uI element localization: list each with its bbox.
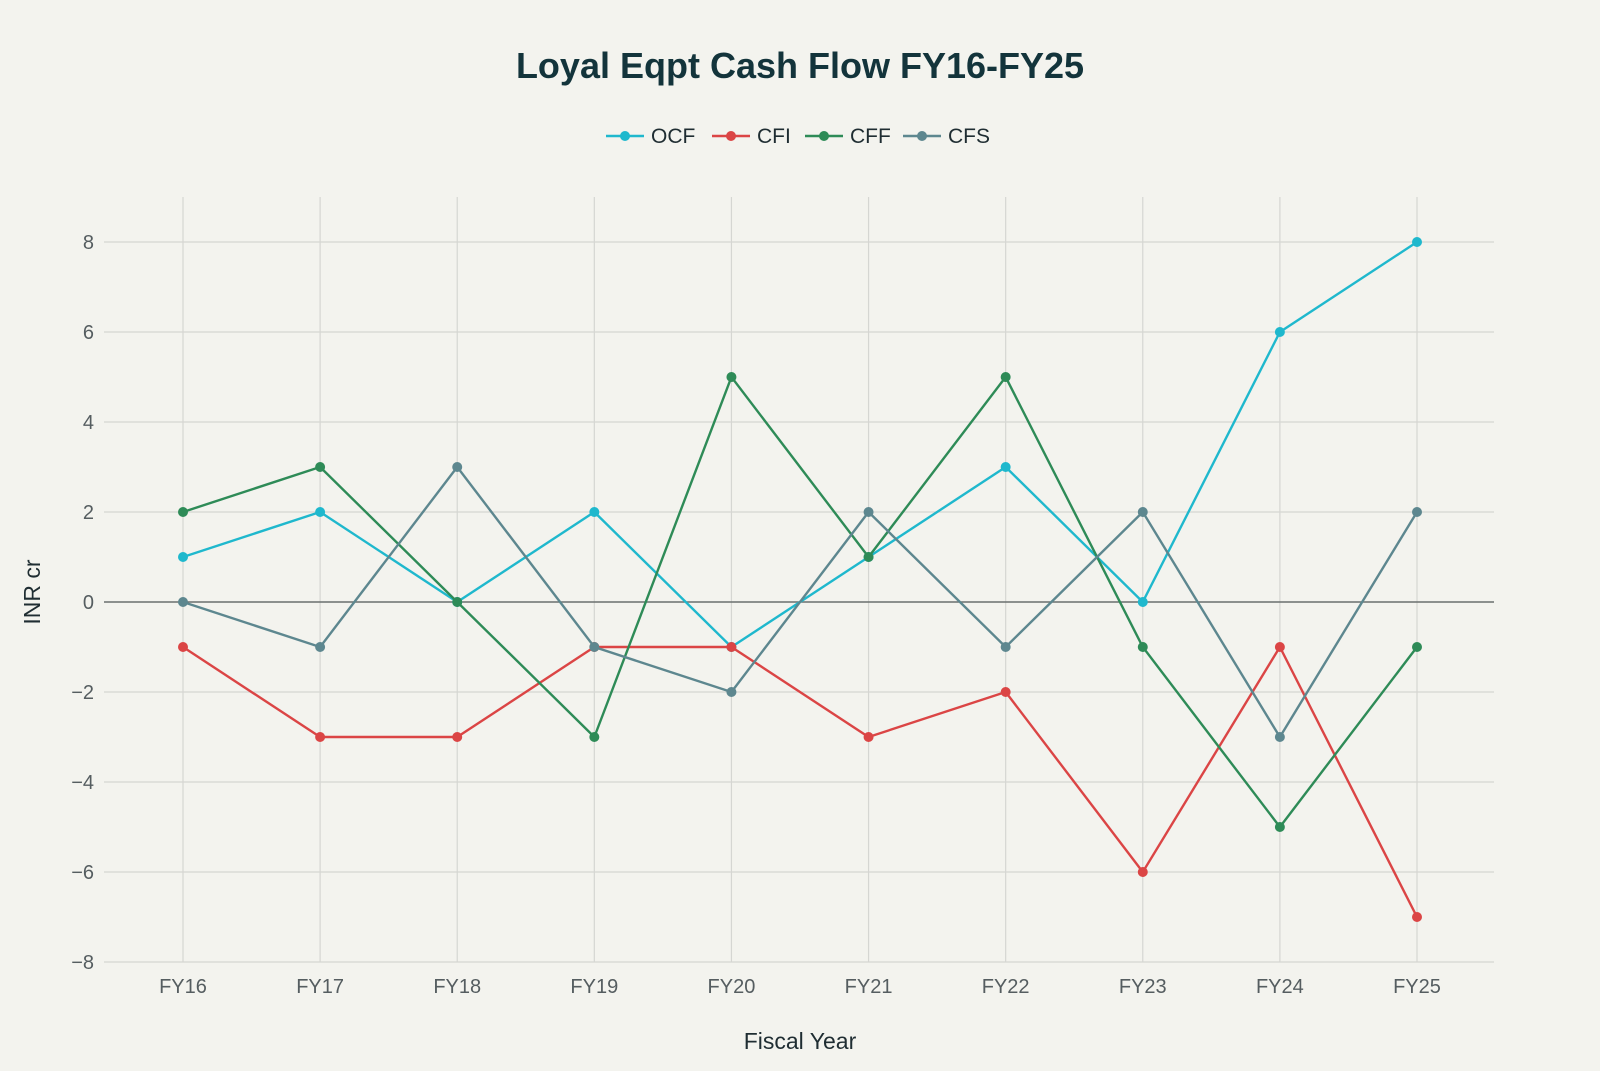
data-point-cfi-fy25	[1412, 912, 1422, 922]
data-point-cff-fy24	[1274, 822, 1285, 832]
y-tick-label-5: −2	[71, 682, 94, 704]
data-point-cff-fy21	[863, 552, 874, 562]
x-tick-label-fy24: FY24	[1256, 976, 1304, 998]
x-tick-label-fy25: FY25	[1393, 976, 1441, 998]
data-point-cfi-fy16	[178, 642, 188, 652]
x-tick-label-fy22: FY22	[982, 976, 1030, 998]
legend-label-ocf: OCF	[651, 125, 695, 148]
y-tick-label-8: −8	[71, 952, 94, 974]
legend-swatch-marker-cfs	[917, 131, 927, 141]
data-point-cfs-fy25	[1412, 507, 1422, 517]
data-point-cfs-fy19	[589, 642, 600, 652]
data-point-ocf-fy22	[1000, 462, 1011, 472]
x-tick-label-fy20: FY20	[708, 976, 756, 998]
x-tick-label-fy16: FY16	[159, 976, 207, 998]
legend-label-cff: CFF	[850, 125, 891, 148]
x-tick-label-fy23: FY23	[1119, 976, 1167, 998]
data-point-ocf-fy17	[315, 507, 326, 517]
legend-item-cff: CFF	[805, 125, 891, 148]
data-point-cff-fy19	[589, 732, 600, 742]
data-point-ocf-fy25	[1412, 237, 1422, 247]
data-point-ocf-fy19	[589, 507, 600, 517]
data-point-cff-fy25	[1412, 642, 1422, 652]
x-tick-label-fy19: FY19	[570, 976, 618, 998]
data-point-cfs-fy16	[178, 597, 188, 607]
series-line-cfi	[182, 645, 1419, 918]
data-point-cff-fy20	[726, 372, 737, 382]
x-tick-label-fy21: FY21	[845, 976, 893, 998]
data-point-cfi-fy24	[1274, 642, 1285, 652]
series-cfs	[178, 462, 1422, 742]
legend-swatch-marker-cfi	[726, 131, 736, 141]
y-tick-label-4: 0	[83, 592, 94, 614]
y-tick-label-0: 8	[83, 232, 94, 254]
data-point-cfs-fy22	[1000, 642, 1011, 652]
data-point-ocf-fy24	[1274, 327, 1285, 337]
data-point-cfi-fy21	[863, 732, 874, 742]
data-point-cfi-fy22	[1000, 687, 1011, 697]
y-tick-label-7: −6	[71, 862, 94, 884]
legend-item-ocf: OCF	[606, 125, 695, 148]
x-tick-label-fy18: FY18	[433, 976, 481, 998]
y-tick-label-3: 2	[83, 502, 94, 524]
legend-label-cfs: CFS	[948, 125, 990, 148]
y-tick-label-1: 6	[83, 322, 94, 344]
y-axis-label: INR cr	[19, 559, 45, 625]
data-point-cfs-fy24	[1274, 732, 1285, 742]
series-line-cff	[182, 375, 1418, 829]
x-axis-label: Fiscal Year	[744, 1028, 857, 1054]
y-axis-ticks: 8 6 4 2 0 −2 −4 −6 −8	[71, 232, 94, 974]
data-point-cfs-fy20	[726, 687, 737, 697]
y-tick-label-2: 4	[83, 412, 94, 434]
data-point-cfs-fy23	[1137, 507, 1148, 517]
data-point-cff-fy23	[1137, 642, 1148, 652]
series-lines	[178, 237, 1422, 922]
legend-label-cfi: CFI	[757, 125, 791, 148]
data-point-cfi-fy18	[452, 732, 463, 742]
y-tick-label-6: −4	[71, 772, 94, 794]
data-point-cfs-fy21	[863, 507, 874, 517]
data-point-cfi-fy23	[1137, 867, 1148, 877]
series-line-cfs	[182, 465, 1419, 739]
series-line-ocf	[182, 240, 1418, 649]
data-point-cff-fy16	[178, 507, 188, 517]
legend: OCF CFI CFF CFS	[606, 125, 990, 148]
data-point-cff-fy22	[1000, 372, 1011, 382]
data-point-ocf-fy16	[178, 552, 188, 562]
data-point-cfi-fy20	[726, 642, 737, 652]
data-point-cfs-fy17	[315, 642, 326, 652]
legend-item-cfi: CFI	[712, 125, 791, 148]
data-point-cfs-fy18	[452, 462, 463, 472]
legend-swatch-marker-ocf	[620, 131, 630, 141]
chart-title: Loyal Eqpt Cash Flow FY16-FY25	[516, 45, 1084, 86]
legend-item-cfs: CFS	[903, 125, 990, 148]
grid	[104, 197, 1494, 963]
data-point-cfi-fy17	[315, 732, 326, 742]
data-point-cff-fy18	[452, 597, 463, 607]
series-cff	[178, 372, 1422, 832]
data-point-cff-fy17	[315, 462, 326, 472]
x-axis-ticks: FY16 FY17 FY18 FY19 FY20 FY21 FY22 FY23 FY24 FY25	[159, 976, 1441, 998]
legend-swatch-marker-cff	[819, 131, 829, 141]
data-point-ocf-fy23	[1137, 597, 1148, 607]
x-tick-label-fy17: FY17	[296, 976, 344, 998]
